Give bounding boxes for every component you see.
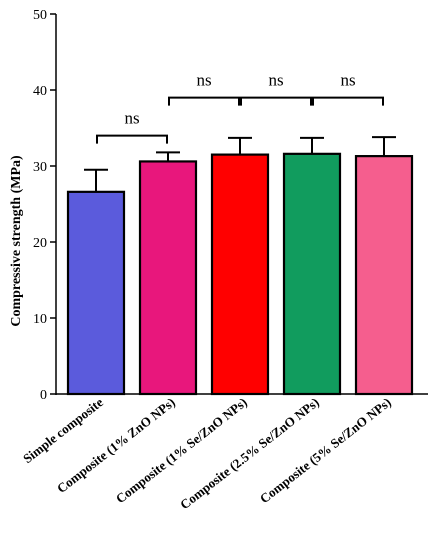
bars: [56, 136, 428, 396]
significance-label: ns: [268, 71, 283, 90]
y-axis: 0 10 20 30 40 50: [33, 8, 57, 403]
significance-label: ns: [196, 71, 211, 90]
significance-bracket: [168, 96, 240, 106]
bar: [138, 160, 198, 396]
y-tick-label: 40: [33, 84, 47, 99]
y-tick-label: 30: [33, 160, 47, 175]
bar: [210, 153, 270, 396]
significance-label: ns: [340, 71, 355, 90]
significance-brackets: ns ns ns ns: [96, 71, 384, 144]
significance-bracket: [96, 134, 168, 144]
significance-bracket: [240, 96, 312, 106]
significance-bracket: [312, 96, 384, 106]
x-tick-label: Composite (1% Se/ZnO NPs): [113, 395, 250, 507]
y-tick-label: 20: [33, 236, 47, 251]
y-tick-label: 10: [33, 312, 47, 327]
y-axis-title: Compressive strength (MPa): [9, 155, 24, 327]
significance-label: ns: [124, 109, 139, 128]
y-tick-label: 50: [33, 8, 47, 23]
bar: [354, 155, 414, 396]
x-tick-label: Composite (2.5% Se/ZnO NPs): [177, 395, 322, 513]
bar: [66, 190, 126, 396]
y-tick-label: 0: [40, 388, 47, 403]
bar: [282, 152, 342, 396]
x-tick-label: Composite (5% Se/ZnO NPs): [257, 395, 394, 507]
x-tick-label: Composite (1% ZnO NPs): [54, 395, 178, 496]
